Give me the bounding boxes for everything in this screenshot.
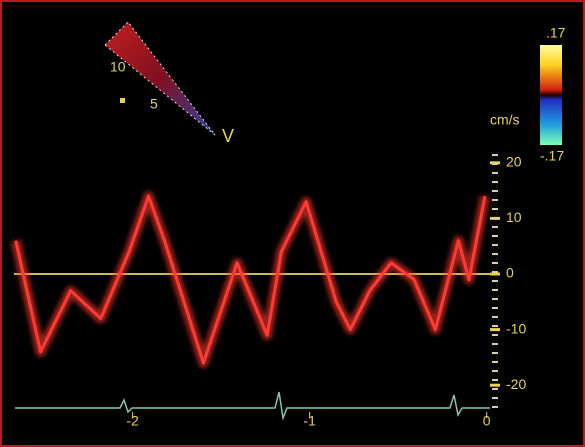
chart: 10 5 V .17 -.17 cm/s -20-1001020-2-10 bbox=[0, 0, 585, 447]
colorbar-label: .17 bbox=[546, 25, 566, 41]
y-tick-label: 20 bbox=[506, 154, 522, 170]
sector-label: V bbox=[222, 126, 234, 146]
x-tick-label: -2 bbox=[126, 413, 139, 429]
y-tick-label: -20 bbox=[506, 376, 526, 392]
x-tick-label: -1 bbox=[303, 413, 316, 429]
y-tick-label: 0 bbox=[506, 265, 514, 281]
y-tick-label: -10 bbox=[506, 320, 526, 336]
y-axis-label: cm/s bbox=[490, 112, 520, 128]
sector-label: 10 bbox=[110, 59, 126, 75]
marker bbox=[120, 98, 125, 103]
y-tick-label: 10 bbox=[506, 209, 522, 225]
colorbar-label: -.17 bbox=[540, 148, 564, 164]
sector-label: 5 bbox=[150, 96, 158, 112]
color-bar bbox=[540, 45, 562, 145]
x-tick-label: 0 bbox=[483, 413, 491, 429]
